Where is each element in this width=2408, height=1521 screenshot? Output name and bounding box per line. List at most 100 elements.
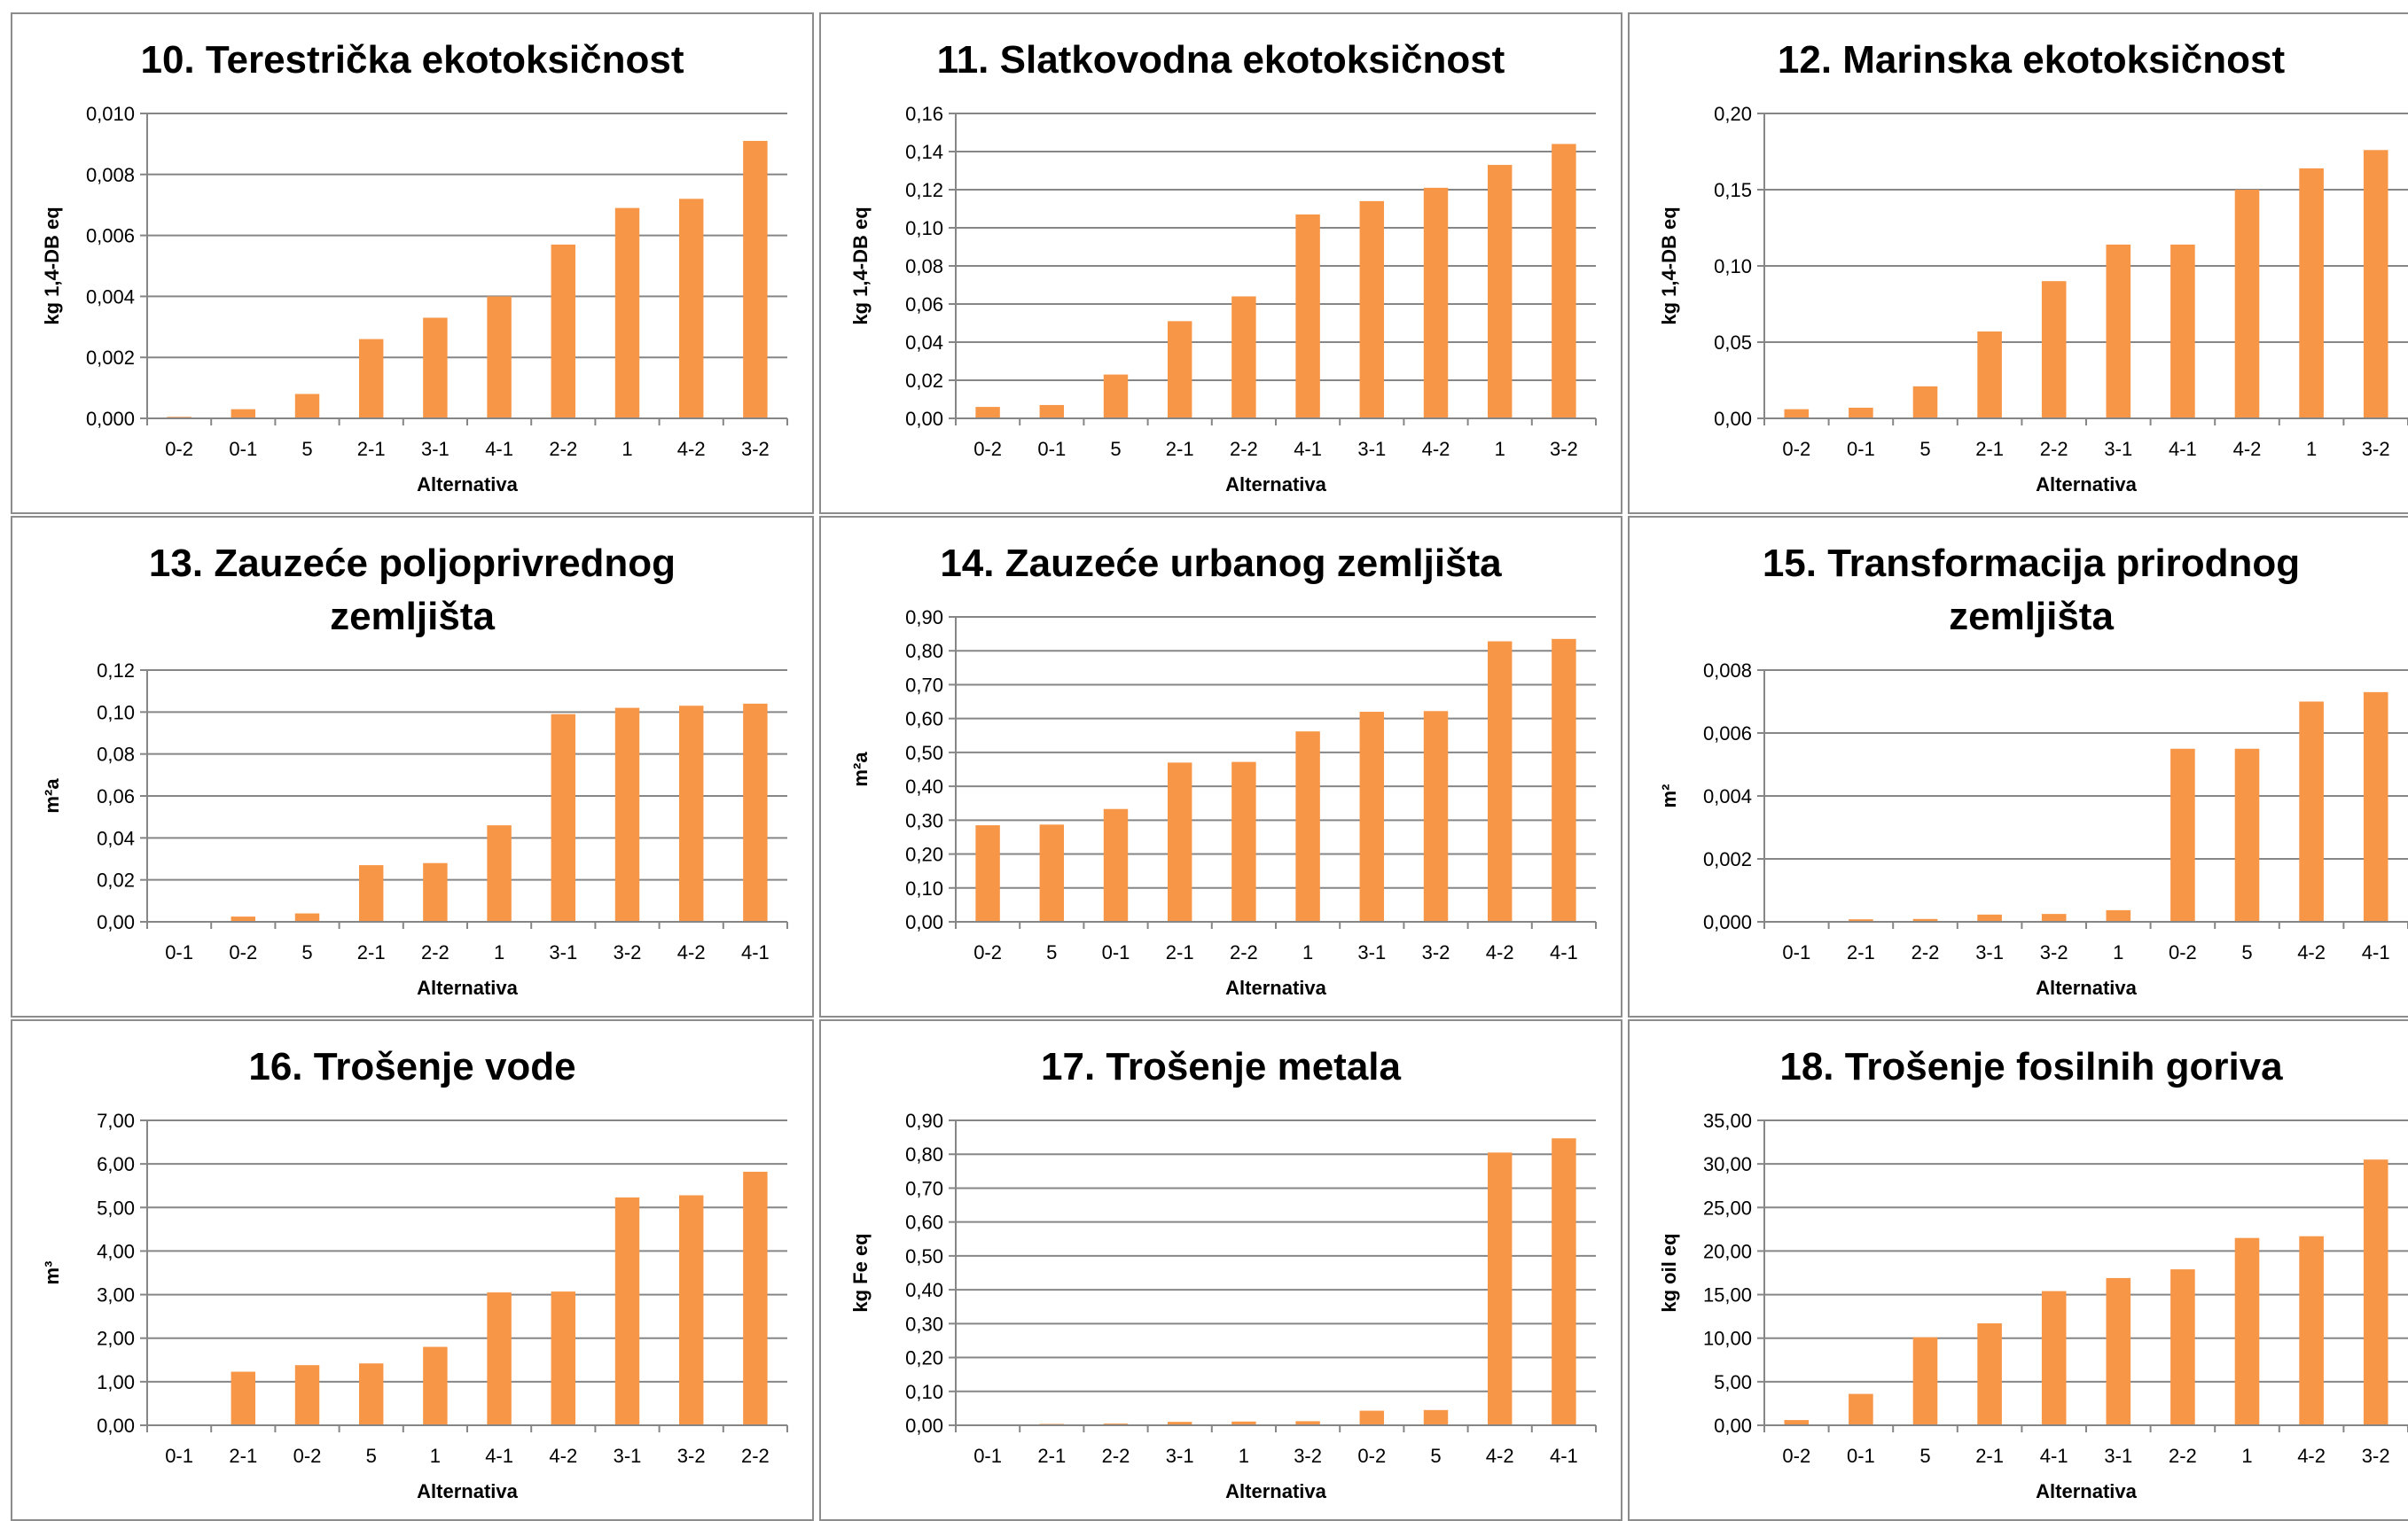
y-tick-label: 0,02 bbox=[97, 870, 135, 892]
x-tick-label: 3-2 bbox=[614, 941, 642, 963]
y-tick-label: 0,002 bbox=[1703, 848, 1752, 870]
bar bbox=[1977, 331, 2002, 418]
y-tick-label: 0,00 bbox=[97, 911, 135, 933]
bar bbox=[423, 317, 448, 418]
y-tick-label: 0,10 bbox=[905, 217, 943, 239]
y-tick-label: 0,60 bbox=[905, 708, 943, 730]
y-tick-label: 0,80 bbox=[905, 1143, 943, 1166]
chart-svg: 0,00 1,00 2,00 3,00 4,00 5,00 6,00 7,00 0-1 2-1 0-… bbox=[41, 1110, 788, 1502]
y-tick-label: 0,40 bbox=[905, 776, 943, 798]
x-tick-label: 0-2 bbox=[1782, 438, 1810, 460]
y-tick-label: 0,00 bbox=[905, 911, 943, 933]
x-tick-label: 0-1 bbox=[1037, 438, 1066, 460]
x-tick-label: 4-2 bbox=[549, 1445, 577, 1467]
x-tick-label: 0-2 bbox=[2169, 941, 2197, 963]
bar bbox=[1167, 1422, 1192, 1425]
x-tick-label: 1 bbox=[430, 1445, 441, 1467]
chart-panel: 0,000 0,002 0,004 0,006 0,008 0,010 0-2 0-1 5 2-1… bbox=[11, 12, 814, 514]
chart-panel: 0,00 0,05 0,10 0,15 0,20 0-2 0-1 5 2-1 2-2 3-1 4-1 4… bbox=[1628, 12, 2408, 514]
x-tick-label: 5 bbox=[301, 438, 312, 460]
chart-svg: 0,00 0,02 0,04 0,06 0,08 0,10 0,12 0-1 0-2 5 2-1 2-… bbox=[41, 659, 788, 999]
bar bbox=[614, 707, 640, 922]
bar bbox=[2299, 168, 2324, 419]
bar bbox=[2106, 909, 2131, 922]
x-tick-label: 2-2 bbox=[1102, 1445, 1130, 1467]
chart-svg: 0,00 0,02 0,04 0,06 0,08 0,10 0,12 0,14 0,16 0-2 0… bbox=[849, 103, 1597, 495]
bar bbox=[1552, 144, 1576, 418]
bar bbox=[2170, 748, 2195, 922]
y-tick-label: 0,10 bbox=[905, 878, 943, 900]
x-tick-label: 4-1 bbox=[1550, 1445, 1578, 1467]
x-axis-title: Alternativa bbox=[1225, 1480, 1326, 1502]
y-tick-label: 0,02 bbox=[905, 370, 943, 392]
x-tick-label: 2-2 bbox=[741, 1445, 770, 1467]
bar bbox=[1784, 409, 1810, 418]
chart-title: 17. Trošenje metala bbox=[1041, 1045, 1401, 1088]
bar bbox=[1295, 731, 1320, 922]
bar bbox=[294, 394, 320, 418]
y-tick-label: 0,08 bbox=[97, 744, 135, 766]
bar bbox=[2363, 150, 2388, 418]
y-tick-label: 2,00 bbox=[97, 1328, 135, 1350]
x-tick-label: 4-2 bbox=[677, 941, 706, 963]
x-tick-label: 5 bbox=[1110, 438, 1121, 460]
y-axis-title: kg oil eq bbox=[1658, 1233, 1680, 1312]
bar bbox=[1977, 914, 2002, 922]
chart-title: 13. Zauzeće poljoprivrednog zemljišta bbox=[148, 542, 676, 638]
bar bbox=[551, 244, 576, 418]
x-axis-title: Alternativa bbox=[417, 977, 518, 999]
x-tick-label: 2-1 bbox=[1166, 941, 1194, 963]
x-tick-label: 5 bbox=[1919, 438, 1930, 460]
bar bbox=[1039, 824, 1065, 922]
x-tick-label: 3-2 bbox=[1550, 438, 1578, 460]
y-tick-label: 0,30 bbox=[905, 1313, 943, 1335]
chart-title: 15. Transformacija prirodnog zemljišta bbox=[1762, 542, 2301, 638]
y-tick-label: 1,00 bbox=[97, 1371, 135, 1393]
bar bbox=[2170, 1269, 2195, 1425]
bar bbox=[1977, 1323, 2002, 1425]
x-tick-label: 4-1 bbox=[741, 941, 770, 963]
x-tick-label: 5 bbox=[301, 941, 312, 963]
y-tick-label: 0,004 bbox=[1703, 785, 1752, 807]
bar bbox=[1912, 918, 1938, 922]
bar bbox=[743, 1171, 768, 1425]
bar bbox=[1295, 1421, 1320, 1425]
bar bbox=[1167, 762, 1192, 922]
bar bbox=[1359, 200, 1385, 418]
y-axis-title: m²a bbox=[849, 752, 872, 787]
x-tick-label: 3-2 bbox=[2040, 941, 2068, 963]
x-tick-label: 1 bbox=[1239, 1445, 1249, 1467]
y-tick-label: 30,00 bbox=[1703, 1153, 1752, 1175]
x-tick-label: 2-1 bbox=[229, 1445, 257, 1467]
x-tick-label: 4-1 bbox=[1294, 438, 1322, 460]
bar bbox=[1103, 808, 1129, 922]
x-tick-label: 1 bbox=[2241, 1445, 2252, 1467]
x-tick-label: 0-2 bbox=[1782, 1445, 1810, 1467]
y-tick-label: 0,60 bbox=[905, 1212, 943, 1234]
y-tick-label: 0,010 bbox=[86, 103, 135, 125]
bar bbox=[2041, 281, 2067, 418]
bar bbox=[1912, 1337, 1938, 1425]
bar bbox=[1423, 1409, 1449, 1425]
bar bbox=[1359, 1410, 1385, 1425]
bar bbox=[423, 1346, 448, 1425]
x-tick-label: 1 bbox=[494, 941, 504, 963]
y-tick-label: 0,50 bbox=[905, 742, 943, 764]
x-tick-label: 0-2 bbox=[293, 1445, 322, 1467]
y-tick-label: 3,00 bbox=[97, 1284, 135, 1306]
x-tick-label: 3-2 bbox=[677, 1445, 706, 1467]
x-tick-label: 4-1 bbox=[2169, 438, 2197, 460]
bar bbox=[358, 865, 384, 922]
chart-title: 16. Trošenje vode bbox=[248, 1045, 576, 1088]
x-tick-label: 4-2 bbox=[2233, 438, 2262, 460]
x-tick-label: 4-1 bbox=[2040, 1445, 2068, 1467]
x-tick-label: 2-1 bbox=[357, 941, 386, 963]
x-tick-label: 0-1 bbox=[165, 941, 193, 963]
bar bbox=[1231, 761, 1256, 922]
y-tick-label: 0,004 bbox=[86, 285, 135, 308]
y-tick-label: 7,00 bbox=[97, 1110, 135, 1132]
x-tick-label: 2-1 bbox=[1166, 438, 1194, 460]
bar bbox=[2234, 190, 2260, 418]
chart-title: 10. Terestrička ekotoksičnost bbox=[140, 38, 684, 82]
bar bbox=[358, 1363, 384, 1425]
